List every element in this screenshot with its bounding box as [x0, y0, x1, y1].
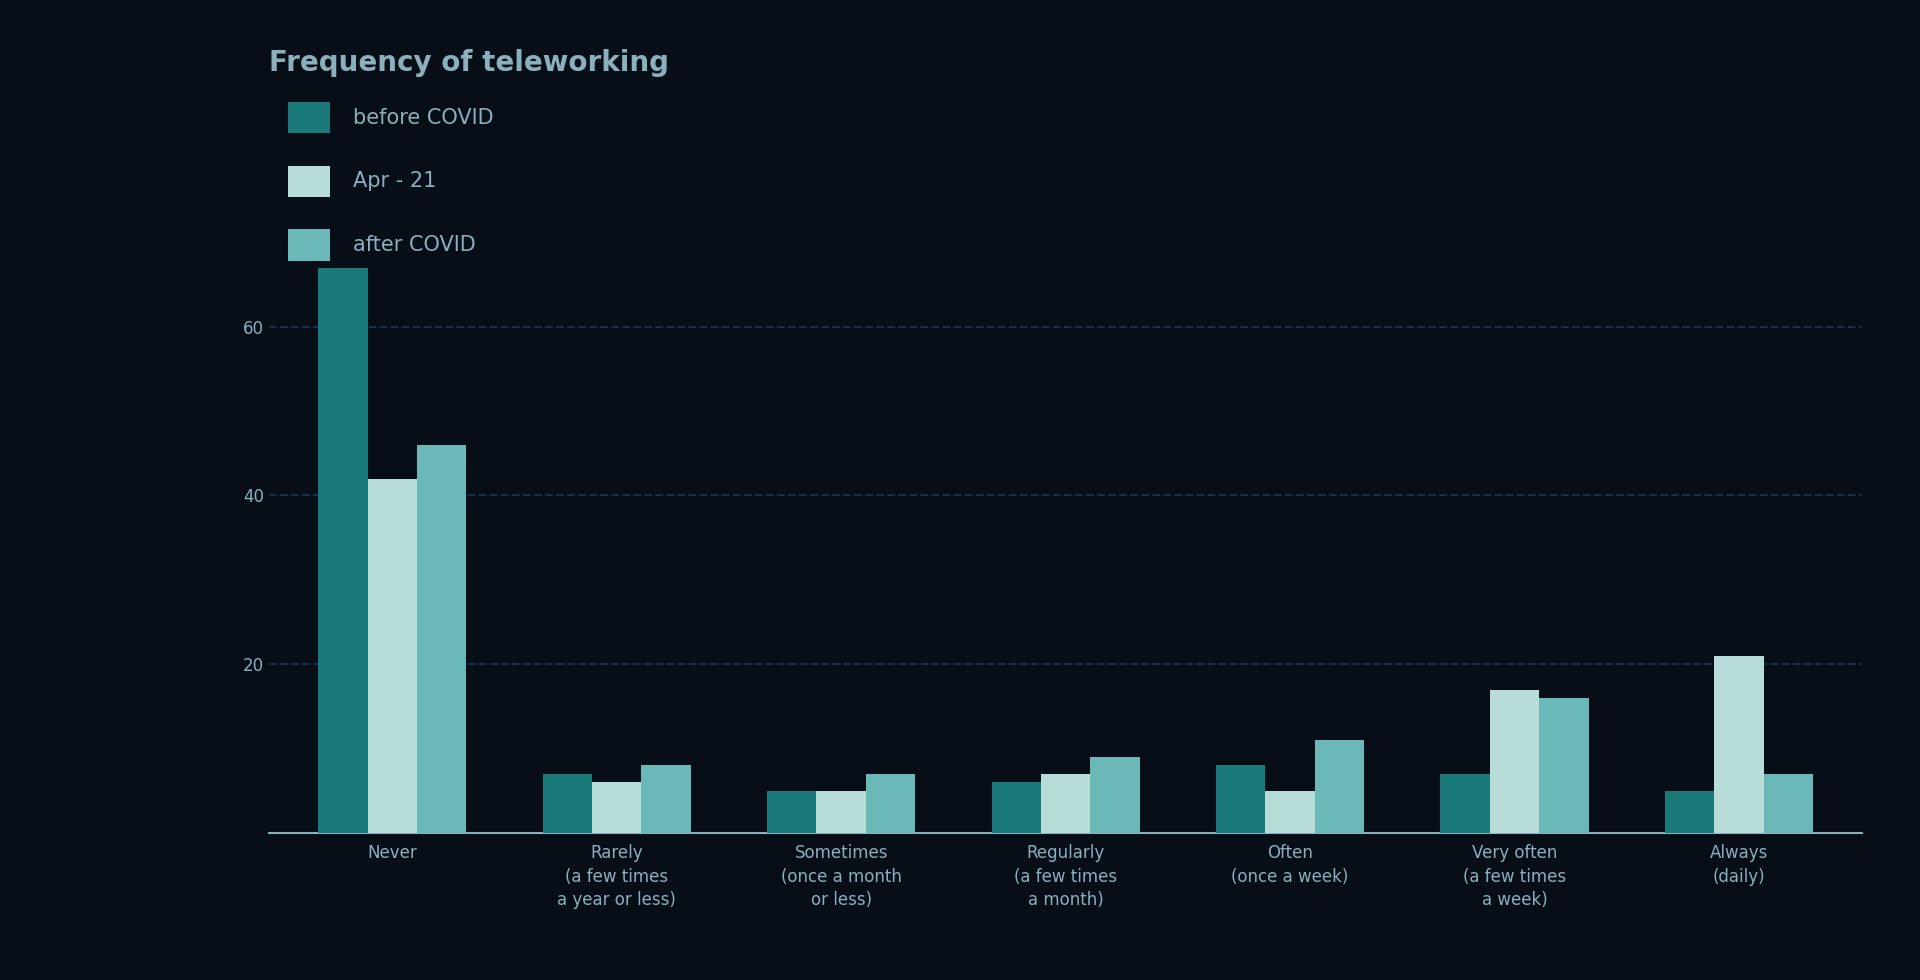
Bar — [319, 268, 367, 833]
Text: before COVID: before COVID — [353, 108, 493, 127]
Text: Apr - 21: Apr - 21 — [353, 172, 436, 191]
Bar — [1091, 757, 1140, 833]
Text: after COVID: after COVID — [353, 235, 476, 255]
Bar — [1540, 698, 1588, 833]
Text: Frequency of teleworking: Frequency of teleworking — [269, 49, 668, 77]
Bar — [1265, 791, 1315, 833]
Bar — [1665, 791, 1715, 833]
Bar — [1440, 774, 1490, 833]
Bar — [1041, 774, 1091, 833]
Bar — [543, 774, 591, 833]
Bar — [991, 782, 1041, 833]
Bar — [417, 445, 467, 833]
Bar — [866, 774, 916, 833]
Bar — [1215, 765, 1265, 833]
Bar — [1764, 774, 1812, 833]
Bar — [641, 765, 691, 833]
Bar — [367, 478, 417, 833]
Bar — [591, 782, 641, 833]
Bar — [1490, 690, 1540, 833]
Bar — [816, 791, 866, 833]
Bar — [1715, 656, 1764, 833]
Bar — [768, 791, 816, 833]
Bar — [1315, 740, 1363, 833]
